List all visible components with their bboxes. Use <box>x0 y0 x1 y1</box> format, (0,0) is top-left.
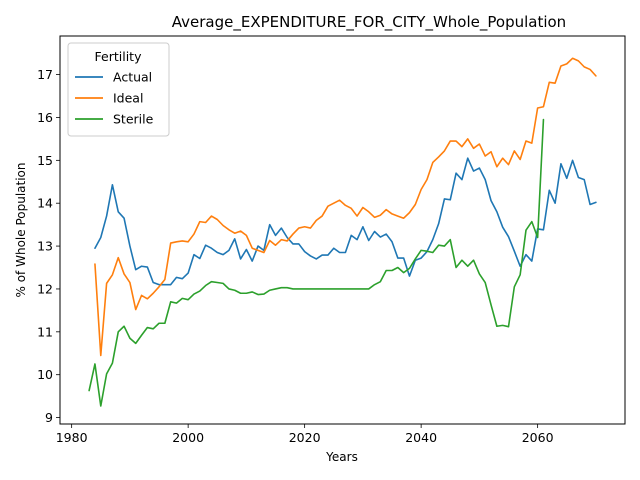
series-line-ideal <box>94 57 597 357</box>
x-tick-label: 2020 <box>289 430 321 445</box>
y-tick-label: 12 <box>37 281 53 296</box>
y-tick-label: 13 <box>37 239 53 254</box>
x-tick-label: 2060 <box>522 430 554 445</box>
x-tick-label: 2040 <box>405 430 437 445</box>
legend: Fertility Actual Ideal Sterile <box>67 42 170 137</box>
series-layer <box>88 57 597 407</box>
legend-frame <box>67 42 170 137</box>
plot-frame <box>59 35 626 425</box>
y-axis-label: % of Whole Population <box>14 163 28 298</box>
legend-label-ideal: Ideal <box>113 91 143 106</box>
y-tick-label: 17 <box>37 67 53 82</box>
legend-label-sterile: Sterile <box>113 112 154 127</box>
y-tick-label: 10 <box>37 367 53 382</box>
x-axis-label: Years <box>325 450 358 464</box>
axis-ticks: 1980 2000 2020 2040 2060 9 10 11 12 13 14 15 16 17 <box>37 67 553 445</box>
legend-title: Fertility <box>95 49 143 64</box>
y-tick-label: 14 <box>37 196 53 211</box>
chart-title: Average_EXPENDITURE_FOR_CITY_Whole_Popul… <box>172 13 566 32</box>
legend-label-actual: Actual <box>113 70 152 85</box>
y-tick-label: 9 <box>45 410 53 425</box>
legend-entries: Actual Ideal Sterile <box>75 70 154 127</box>
y-tick-label: 15 <box>37 153 53 168</box>
x-tick-label: 2000 <box>172 430 204 445</box>
series-line-sterile <box>88 118 545 407</box>
x-tick-label: 1980 <box>56 430 88 445</box>
y-tick-label: 16 <box>37 110 53 125</box>
series-line-actual <box>94 157 597 286</box>
y-tick-label: 11 <box>37 324 53 339</box>
